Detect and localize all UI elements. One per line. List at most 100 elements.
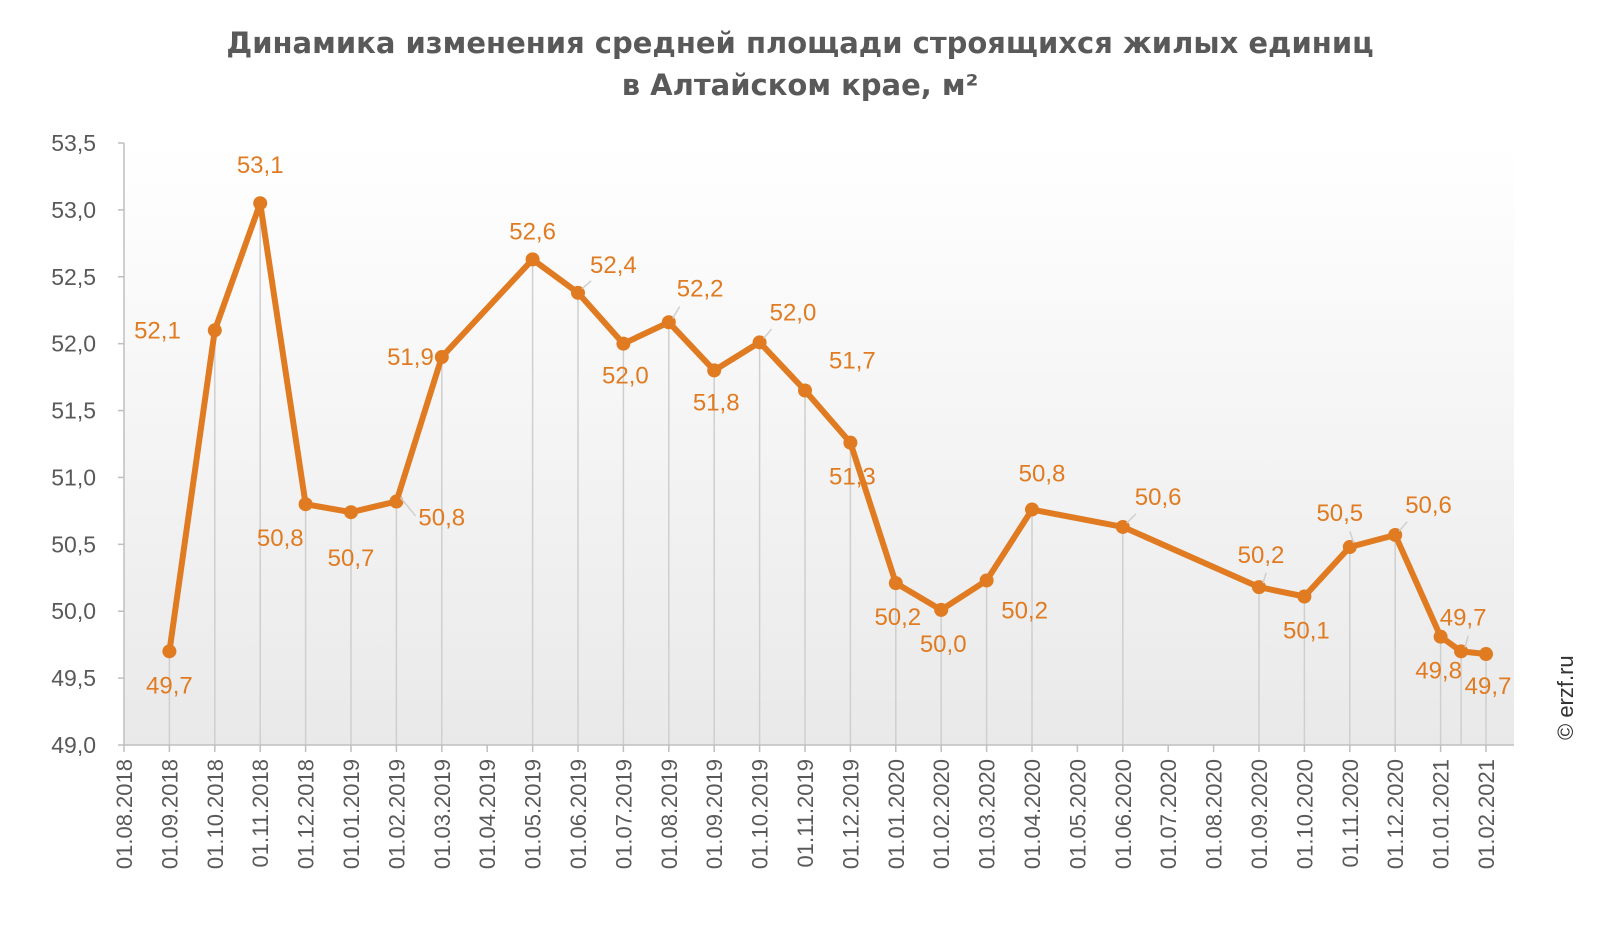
x-tick-label: 01.09.2020 — [1247, 759, 1272, 869]
data-point — [298, 497, 313, 512]
data-point — [1115, 519, 1130, 534]
data-label: 51,8 — [693, 389, 740, 416]
data-point — [207, 323, 222, 338]
x-tick-label: 01.02.2019 — [384, 759, 409, 869]
data-point — [1479, 647, 1493, 662]
chart-title-line-1: Динамика изменения средней площади строя… — [226, 26, 1374, 60]
data-point — [253, 196, 268, 211]
y-tick-label: 49,5 — [51, 665, 96, 691]
data-label-leader — [763, 328, 773, 339]
data-point — [934, 602, 949, 617]
x-tick-label: 01.08.2018 — [112, 759, 137, 869]
data-label: 49,7 — [1465, 673, 1512, 700]
data-point — [1252, 580, 1266, 595]
data-point — [1433, 629, 1448, 644]
data-point — [798, 383, 812, 398]
x-tick-label: 01.03.2019 — [430, 759, 455, 869]
data-point — [1297, 589, 1312, 604]
x-tick-label: 01.12.2019 — [838, 759, 863, 869]
data-label-leader — [1262, 572, 1267, 584]
x-tick-label: 01.05.2020 — [1065, 759, 1090, 869]
data-label: 50,6 — [1405, 492, 1452, 519]
data-label: 52,0 — [770, 299, 817, 326]
data-point — [661, 315, 676, 330]
chart-title-line-2: в Алтайском крае, м² — [621, 68, 979, 102]
data-label-leader — [672, 306, 681, 319]
data-point — [525, 252, 540, 267]
data-label-leader — [1398, 521, 1408, 532]
y-tick-label: 52,5 — [51, 264, 96, 290]
x-tick-label: 01.10.2019 — [748, 759, 773, 869]
y-tick-label: 51,0 — [51, 464, 96, 490]
data-label: 53,1 — [237, 152, 284, 179]
x-tick-label: 01.09.2018 — [157, 759, 182, 869]
data-label: 50,2 — [874, 604, 921, 631]
y-tick-label: 52,0 — [51, 331, 96, 357]
data-point — [843, 435, 858, 450]
x-tick-label: 01.04.2020 — [1020, 759, 1045, 869]
data-label-leader — [399, 497, 417, 517]
data-label: 50,8 — [1019, 461, 1066, 488]
data-point — [616, 336, 631, 351]
data-label: 51,7 — [829, 347, 876, 374]
data-point — [1342, 540, 1357, 555]
y-tick-label: 49,0 — [51, 732, 96, 758]
data-label: 49,7 — [146, 672, 193, 699]
data-label: 50,2 — [1001, 597, 1048, 624]
data-point — [888, 576, 903, 591]
data-label: 52,6 — [509, 218, 556, 245]
x-tick-label: 01.01.2021 — [1429, 759, 1454, 869]
data-label-leader — [1464, 635, 1470, 648]
data-label-leader — [1349, 531, 1355, 544]
data-label: 50,8 — [257, 525, 304, 552]
x-tick-label: 01.01.2020 — [884, 759, 909, 869]
x-tick-label: 01.01.2019 — [339, 759, 364, 869]
plot-area — [124, 143, 1514, 745]
x-tick-label: 01.07.2020 — [1156, 759, 1181, 869]
x-tick-label: 01.11.2020 — [1338, 759, 1363, 867]
data-label: 50,8 — [418, 505, 465, 532]
data-point — [752, 335, 767, 350]
x-tick-label: 01.06.2020 — [1111, 759, 1136, 869]
y-tick-label: 53,0 — [51, 197, 96, 223]
data-label: 50,5 — [1316, 500, 1363, 527]
data-label: 51,3 — [829, 464, 876, 491]
data-label: 50,6 — [1135, 484, 1182, 511]
data-point — [1388, 527, 1403, 542]
data-label: 52,1 — [134, 317, 181, 344]
x-tick-label: 01.10.2018 — [203, 759, 228, 869]
data-label-leader — [1126, 513, 1137, 524]
x-tick-label: 01.12.2018 — [294, 759, 319, 869]
data-point — [389, 494, 404, 509]
data-label: 50,0 — [920, 631, 967, 658]
data-label-leader — [581, 280, 592, 290]
y-tick-label: 50,5 — [51, 531, 96, 557]
y-tick-label: 53,5 — [51, 130, 96, 156]
data-point — [1025, 502, 1039, 517]
data-point — [1454, 644, 1469, 659]
x-tick-label: 01.04.2019 — [475, 759, 500, 869]
data-point — [162, 644, 177, 659]
data-point — [434, 350, 449, 365]
x-tick-label: 01.03.2020 — [975, 759, 1000, 869]
data-point — [344, 505, 358, 520]
x-tick-label: 01.02.2021 — [1474, 759, 1499, 869]
x-tick-label: 01.09.2019 — [702, 759, 727, 869]
y-tick-label: 51,5 — [51, 398, 96, 424]
x-tick-label: 01.05.2019 — [521, 759, 546, 869]
data-label: 52,4 — [590, 252, 637, 279]
data-label: 50,1 — [1283, 618, 1330, 645]
data-point — [979, 573, 994, 588]
x-tick-label: 01.08.2019 — [657, 759, 682, 869]
x-tick-label: 01.10.2020 — [1292, 759, 1317, 869]
data-point — [707, 363, 722, 378]
x-tick-label: 01.11.2018 — [248, 759, 273, 867]
x-tick-label: 01.11.2019 — [793, 759, 818, 867]
data-label: 49,7 — [1440, 604, 1487, 631]
data-label: 50,7 — [328, 545, 375, 572]
data-label: 49,8 — [1415, 658, 1462, 685]
x-tick-label: 01.06.2019 — [566, 759, 591, 869]
data-label: 50,2 — [1238, 542, 1285, 569]
watermark: © erzf.ru — [1553, 655, 1578, 740]
